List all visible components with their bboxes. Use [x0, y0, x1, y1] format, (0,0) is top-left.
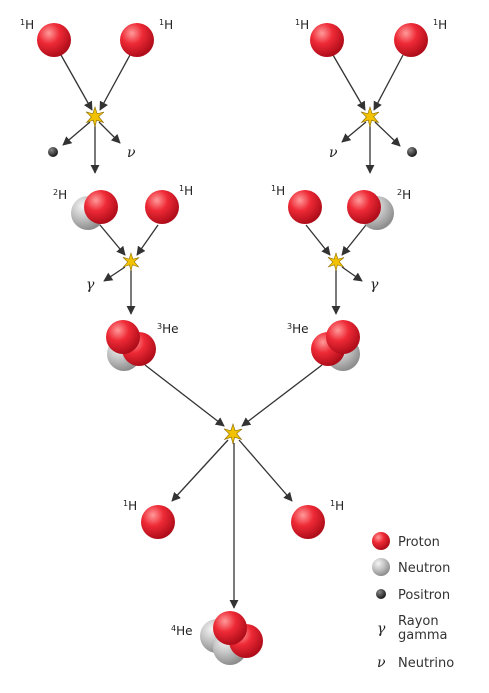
helium3-nucleus-left — [106, 320, 156, 371]
arrow-h1-to-fusion-1a — [60, 54, 93, 111]
legend-neutron-swatch — [372, 558, 390, 576]
emission-symbols: ν ν γ γ — [86, 145, 379, 293]
isotope-label: 1H — [433, 18, 447, 32]
proton-particle — [84, 190, 118, 224]
arrow-to-positron-right — [374, 121, 401, 147]
arrow-h1-to-fusion-left — [136, 224, 159, 256]
legend-positron-label: Positron — [398, 588, 450, 603]
isotope-label: 3He — [157, 322, 179, 336]
arrow-helium3-right-to-final — [241, 364, 323, 427]
arrow-h1-to-fusion-2a — [332, 54, 366, 111]
proton-particle — [141, 505, 175, 539]
legend-neutrino-symbol: ν — [377, 655, 386, 671]
legend-proton-swatch — [372, 532, 390, 550]
neutrino-symbol: ν — [329, 145, 338, 161]
proton-particle — [394, 23, 428, 57]
deuterium-nucleus-right — [347, 190, 394, 230]
isotope-label: 4He — [171, 624, 193, 638]
legend-neutron-label: Neutron — [398, 561, 450, 576]
neutrino-symbol: ν — [127, 145, 136, 161]
isotope-label: 1H — [123, 499, 137, 513]
proton-particle — [106, 320, 140, 354]
proton-particle — [120, 23, 154, 57]
proton-particle — [291, 505, 325, 539]
legend-gamma-symbol: γ — [377, 621, 386, 637]
proton-particle — [37, 23, 71, 57]
isotope-label: 1H — [271, 184, 285, 198]
isotope-label: 1H — [295, 18, 309, 32]
helium3-nucleus-right — [311, 320, 360, 371]
isotope-label: 1H — [20, 18, 34, 32]
arrow-to-neutrino-left — [98, 121, 121, 144]
helium4-nucleus — [200, 611, 263, 665]
arrow-deuterium-to-fusion-left — [99, 224, 126, 256]
arrow-to-released-proton-right — [238, 439, 293, 502]
arrow-to-released-proton-left — [171, 439, 229, 502]
legend: Proton Neutron Positron γ Rayon gamma ν … — [372, 532, 454, 671]
proton-particle — [213, 611, 247, 645]
isotope-label: 1H — [159, 18, 173, 32]
burst-icon — [327, 252, 345, 272]
arrow-to-gamma-right — [341, 266, 363, 282]
isotope-label: 1H — [179, 184, 193, 198]
proton-particle — [288, 190, 322, 224]
legend-gamma-label-line1: Rayon — [398, 614, 439, 629]
isotope-label: 2H — [53, 188, 67, 202]
arrow-h1-to-fusion-2b — [373, 54, 404, 111]
gamma-symbol: γ — [86, 277, 95, 293]
legend-gamma-label-line2: gamma — [398, 628, 448, 643]
arrow-h1-to-fusion-right — [305, 224, 331, 256]
isotope-labels: 1H 1H 1H 1H 2H 1H 1H 2H 3He 3He 1H 1H 4H… — [20, 18, 447, 638]
positron-particle — [407, 147, 417, 157]
reaction-arrows — [60, 54, 404, 609]
deuterium-nucleus-left — [71, 190, 118, 230]
proton-particle — [145, 190, 179, 224]
arrow-h1-to-fusion-1b — [99, 54, 131, 111]
legend-proton-label: Proton — [398, 535, 440, 550]
arrow-deuterium-to-fusion-right — [341, 224, 367, 256]
legend-neutrino-label: Neutrino — [398, 656, 454, 671]
burst-icon — [122, 252, 140, 272]
isotope-label: 2H — [397, 188, 411, 202]
isotope-label: 3He — [287, 322, 309, 336]
arrow-to-gamma-left — [103, 266, 126, 282]
positron-particle — [48, 147, 58, 157]
proton-particle — [326, 320, 360, 354]
proton-particle — [347, 190, 381, 224]
gamma-symbol: γ — [370, 277, 379, 293]
arrow-to-neutrino-right — [341, 121, 367, 143]
legend-positron-swatch — [376, 589, 386, 599]
isotope-label: 1H — [330, 499, 344, 513]
arrow-helium3-left-to-final — [144, 364, 225, 427]
arrow-to-positron-left — [62, 121, 91, 146]
proton-particle — [310, 23, 344, 57]
